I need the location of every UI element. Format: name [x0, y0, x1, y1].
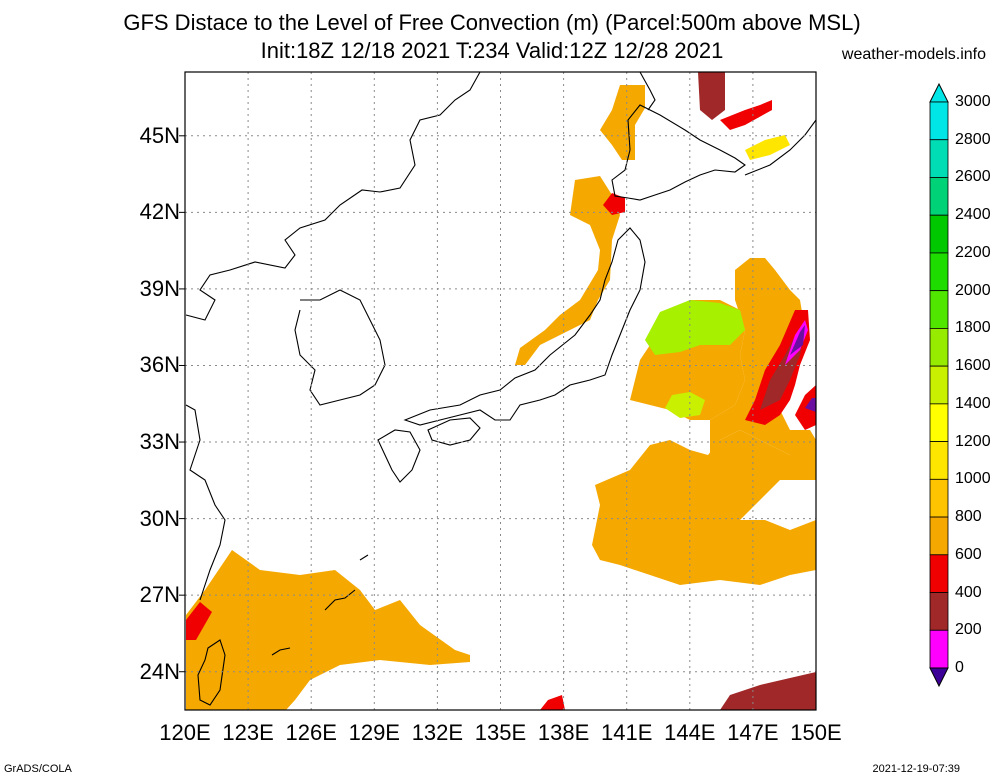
x-tick-label: 120E — [159, 720, 211, 745]
coast-hokkaido — [611, 104, 746, 201]
colorbar-label: 2200 — [955, 243, 991, 261]
field-north-orange — [600, 85, 645, 160]
x-tick-label: 138E — [537, 720, 590, 745]
coast-china-east — [185, 404, 226, 601]
x-tick-label: 129E — [348, 720, 400, 745]
field-purple-east — [790, 325, 805, 355]
field-purple-east2 — [805, 398, 816, 412]
coast-ryukyu — [271, 554, 369, 656]
field-south-orange-b — [215, 640, 245, 710]
colorbar — [929, 82, 949, 688]
colorbar-label: 2800 — [955, 130, 991, 148]
map-subtitle: Init:18Z 12/18 2021 T:234 Valid:12Z 12/2… — [260, 38, 724, 63]
colorbar-label: 200 — [955, 621, 982, 639]
colorbar-segment — [929, 252, 949, 292]
grid-lines — [179, 72, 816, 710]
y-tick-label: 24N — [139, 658, 180, 684]
colorbar-label: 400 — [955, 583, 982, 601]
colorbar-segment — [929, 478, 949, 518]
colorbar-segment — [929, 441, 949, 480]
field-taiwan-red — [186, 602, 212, 640]
colorbar-segment — [929, 214, 949, 254]
colorbar-label: 600 — [955, 545, 982, 563]
colorbar-label: 2000 — [955, 281, 991, 299]
x-tick-label: 126E — [285, 720, 337, 745]
colorbar-label: 2600 — [955, 168, 991, 186]
field-south-orange — [186, 550, 470, 710]
y-tick-label: 36N — [139, 352, 180, 378]
colorbar-label: 1800 — [955, 319, 991, 337]
y-tick-label: 45N — [139, 122, 180, 148]
map-title: GFS Distace to the Level of Free Convect… — [123, 10, 861, 35]
coast-honshu — [403, 227, 646, 426]
colorbar-top-arrow — [929, 82, 949, 103]
colorbar-segment — [929, 101, 949, 141]
render-timestamp: 2021-12-19-07:39 — [872, 763, 960, 775]
field-japansea — [515, 176, 620, 365]
field-north-brown — [698, 72, 725, 120]
y-tick-label: 42N — [139, 199, 180, 225]
x-tick-label: 150E — [790, 720, 842, 745]
coast-kurils — [744, 119, 817, 176]
colorbar-segment — [929, 139, 949, 178]
map-frame — [184, 71, 817, 711]
field-hakodate-red — [603, 193, 625, 215]
x-tick-label: 141E — [600, 720, 653, 745]
colorbar-segment — [929, 516, 949, 556]
colorbar-segment — [929, 629, 949, 669]
coast-sakhalin — [639, 71, 656, 111]
colorbar-segment — [929, 327, 949, 367]
colorbar-label: 1200 — [955, 432, 991, 450]
field-lime — [645, 300, 745, 355]
field-pacific-orange — [592, 430, 816, 585]
coast-asia-mainland — [185, 71, 481, 321]
colorbar-bottom-arrow — [929, 667, 949, 688]
y-tick-label: 27N — [139, 582, 180, 608]
credit-text: weather-models.info — [841, 46, 986, 63]
x-tick-label: 144E — [664, 720, 716, 745]
colorbar-segment — [929, 403, 949, 443]
x-tick-label: 135E — [474, 720, 527, 745]
colorbar-label: 2400 — [955, 206, 991, 224]
field-north-yellow — [745, 135, 790, 160]
field-pacific-orange-ne — [710, 258, 816, 460]
y-tick-label: 30N — [139, 505, 180, 531]
y-tick-label: 39N — [139, 275, 180, 301]
field-north-red — [720, 100, 772, 130]
field-lime-b — [665, 392, 705, 418]
colorbar-label: 1000 — [955, 470, 991, 488]
field-se-brown — [720, 672, 816, 710]
colorbar-label: 3000 — [955, 93, 991, 110]
x-tick-label: 147E — [727, 720, 779, 745]
coastlines — [185, 71, 817, 706]
coast-kyushu — [377, 429, 421, 483]
x-tick-label: 132E — [411, 720, 464, 745]
x-tick-label: 123E — [222, 720, 274, 745]
colorbar-segment — [929, 177, 949, 216]
colorbar-segment — [929, 290, 949, 329]
y-tick-label: 33N — [139, 429, 180, 455]
colorbar-segment — [929, 592, 949, 631]
software-credit: GrADS/COLA — [4, 763, 72, 775]
lfc-field — [186, 72, 816, 710]
coast-taiwan — [197, 639, 226, 706]
colorbar-label: 0 — [955, 659, 964, 676]
colorbar-label: 1400 — [955, 394, 991, 412]
coast-korea — [294, 289, 386, 406]
colorbar-label: 800 — [955, 508, 982, 526]
colorbar-segment — [929, 554, 949, 593]
colorbar-segment — [929, 365, 949, 405]
coast-shikoku — [427, 417, 481, 446]
colorbar-label: 1600 — [955, 357, 991, 375]
field-se-red — [540, 695, 565, 710]
